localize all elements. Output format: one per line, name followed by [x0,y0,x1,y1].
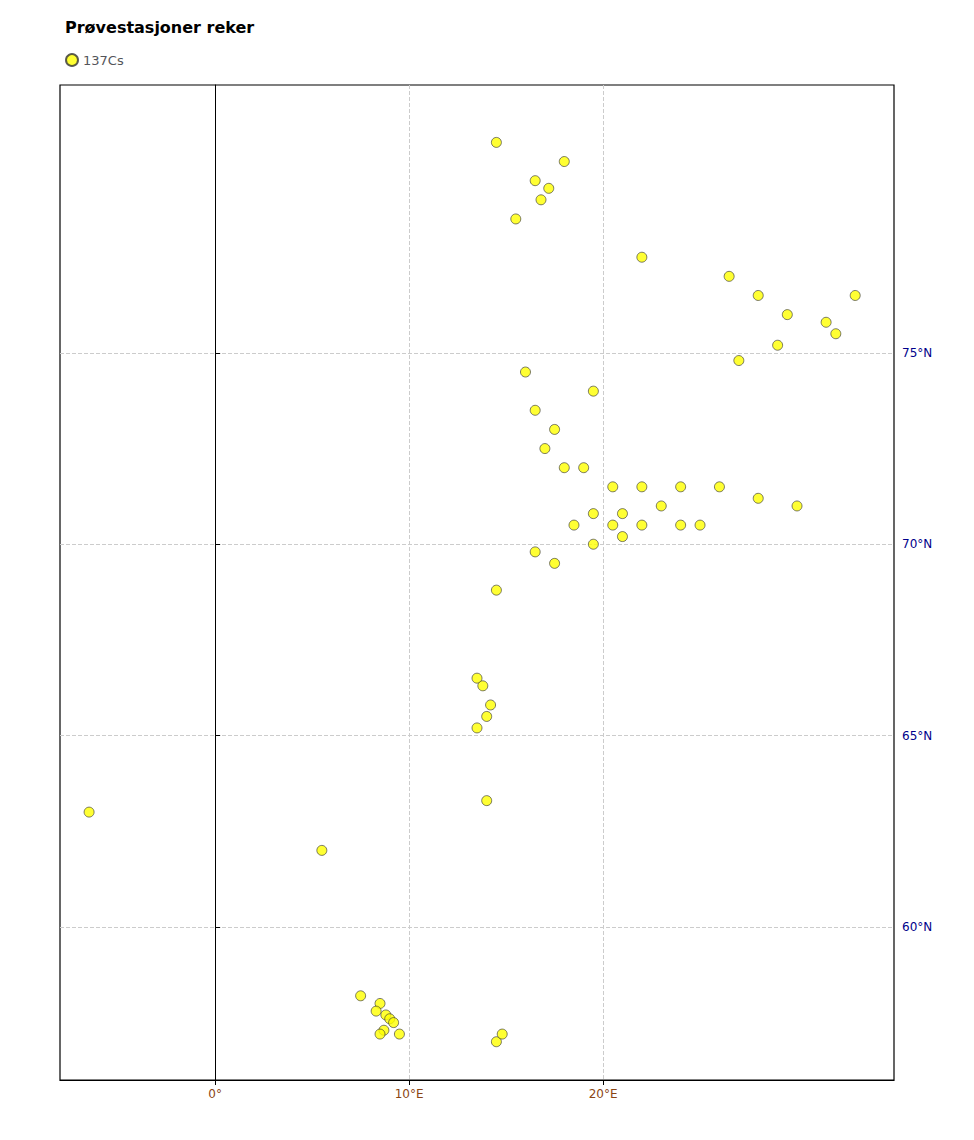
svg-text:10°E: 10°E [395,1087,424,1101]
svg-text:75°N: 75°N [902,346,932,360]
svg-text:70°N: 70°N [902,537,932,551]
svg-text:137Cs: 137Cs [83,53,124,68]
svg-text:60°N: 60°N [902,920,932,934]
svg-text:Prøvestasjoner reker: Prøvestasjoner reker [65,18,254,37]
svg-text:20°E: 20°E [589,1087,618,1101]
svg-text:65°N: 65°N [902,729,932,743]
svg-text:0°: 0° [208,1087,222,1101]
